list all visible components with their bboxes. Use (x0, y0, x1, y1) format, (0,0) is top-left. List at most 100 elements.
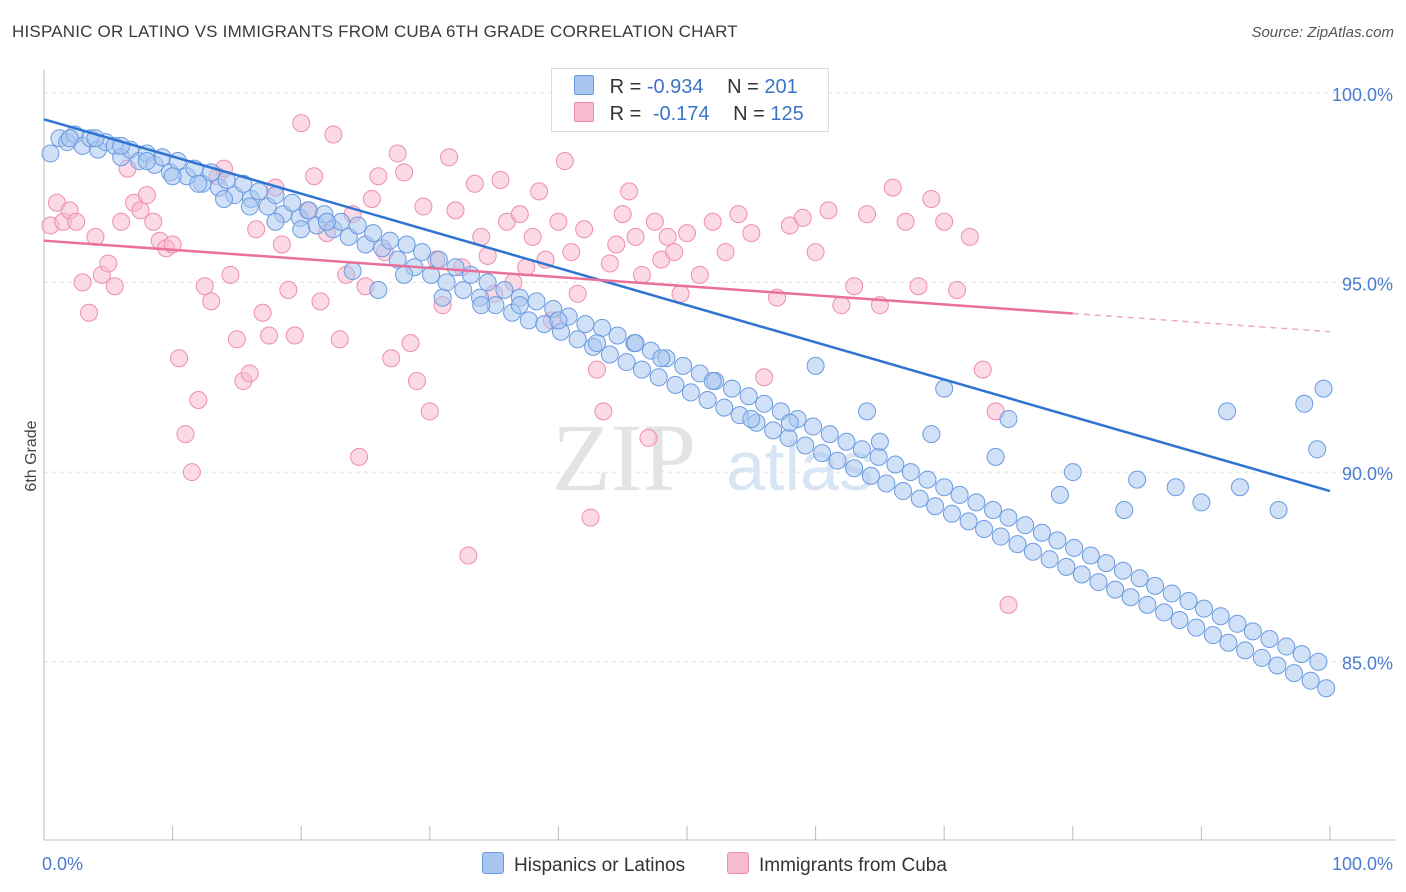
data-point-cuba (305, 167, 324, 186)
data-point-hispanic (742, 409, 761, 428)
data-point-hispanic (1194, 599, 1213, 618)
data-point-cuba (568, 284, 587, 303)
data-point-hispanic (858, 402, 877, 421)
data-point-cuba (202, 292, 221, 311)
data-point-cuba (311, 292, 330, 311)
data-point-hispanic (632, 360, 651, 379)
data-point-cuba (240, 364, 259, 383)
data-point-hispanic (870, 432, 889, 451)
data-point-hispanic (1230, 478, 1249, 497)
y-axis-title: 6th Grade (23, 420, 40, 491)
data-point-hispanic (1121, 588, 1140, 607)
axes (43, 70, 1395, 841)
data-point-cuba (401, 334, 420, 353)
data-point-hispanic (215, 189, 234, 208)
data-point-hispanic (739, 387, 758, 406)
x-tick-label: 100.0% (1332, 854, 1393, 874)
data-point-cuba (440, 148, 459, 167)
x-tick-label: 0.0% (42, 854, 83, 874)
data-point-cuba (221, 265, 240, 284)
data-point-hispanic (1162, 584, 1181, 603)
data-point-hispanic (796, 436, 815, 455)
data-point-cuba (806, 243, 825, 262)
data-point-hispanic (1057, 557, 1076, 576)
data-point-cuba (491, 171, 510, 189)
data-point-cuba (362, 189, 381, 208)
data-point-hispanic (1301, 671, 1320, 690)
legend-swatch-blue (574, 75, 594, 95)
data-point-hispanic (433, 288, 452, 307)
bottom-legend-cuba: Immigrants from Cuba (727, 852, 947, 877)
legend-r-value: -0.934 (646, 76, 704, 98)
data-point-hispanic (1155, 603, 1174, 622)
data-point-hispanic (886, 455, 905, 474)
bottom-legend-swatch-blue (482, 852, 504, 874)
data-point-hispanic (1050, 485, 1069, 504)
data-point-hispanic (1138, 595, 1157, 614)
data-point-cuba (73, 273, 92, 292)
data-point-hispanic (845, 459, 864, 478)
data-point-hispanic (779, 428, 798, 447)
tick-labels: 85.0% 90.0% 95.0% 100.0% 0.0% 100.0% (42, 85, 1393, 874)
data-point-hispanic (806, 356, 825, 375)
data-point-hispanic (1115, 501, 1134, 519)
data-point-cuba (523, 227, 542, 246)
data-point-hispanic (1063, 463, 1082, 482)
data-point-hispanic (249, 182, 268, 201)
data-point-cuba (639, 428, 658, 447)
data-point-hispanic (984, 501, 1003, 519)
data-point-cuba (562, 243, 581, 262)
data-point-hispanic (999, 508, 1018, 527)
data-point-cuba (176, 425, 195, 444)
data-point-hispanic (41, 144, 60, 163)
data-point-hispanic (397, 235, 416, 254)
data-point-hispanic (576, 315, 595, 334)
data-point-hispanic (681, 383, 700, 402)
data-point-cuba (459, 546, 478, 565)
data-point-cuba (999, 595, 1018, 614)
data-point-hispanic (935, 379, 954, 398)
source-label: Source: ZipAtlas.com (1251, 24, 1394, 41)
data-point-hispanic (1308, 440, 1327, 459)
data-point-cuba (909, 277, 928, 296)
data-point-cuba (260, 326, 279, 345)
data-point-cuba (575, 220, 594, 239)
data-point-cuba (594, 402, 613, 421)
data-point-hispanic (1203, 626, 1222, 645)
data-point-cuba (80, 303, 99, 322)
data-point-hispanic (299, 201, 318, 220)
data-point-hispanic (369, 281, 388, 299)
data-point-hispanic (1292, 645, 1311, 664)
data-point-hispanic (804, 417, 823, 436)
data-point-hispanic (1243, 622, 1262, 641)
data-point-hispanic (593, 318, 612, 337)
data-point-cuba (112, 212, 131, 231)
data-point-cuba (973, 360, 992, 379)
data-point-hispanic (1309, 652, 1328, 671)
data-point-hispanic (587, 334, 606, 353)
data-point-hispanic (1146, 576, 1165, 595)
data-point-hispanic (1228, 614, 1247, 633)
data-point-cuba (742, 224, 761, 243)
data-point-cuba (665, 243, 684, 262)
data-point-hispanic (780, 413, 799, 432)
data-point-cuba (272, 235, 291, 254)
data-point-hispanic (348, 216, 367, 235)
data-point-hispanic (852, 440, 871, 459)
y-tick-label: 95.0% (1342, 274, 1393, 294)
data-point-hispanic (894, 482, 913, 501)
data-point-cuba (330, 330, 349, 349)
data-point-hispanic (869, 447, 888, 466)
data-point-hispanic (343, 262, 362, 281)
data-point-hispanic (666, 375, 685, 394)
data-point-hispanic (967, 493, 986, 512)
data-point-hispanic (568, 330, 587, 349)
data-point-cuba (658, 227, 677, 246)
data-point-cuba (382, 349, 401, 368)
data-point-hispanic (1179, 592, 1198, 611)
data-point-hispanic (1219, 633, 1238, 652)
legend-n-value: 201 (764, 76, 798, 98)
data-point-hispanic (317, 212, 336, 231)
data-point-cuba (607, 235, 626, 254)
data-point-cuba (253, 303, 272, 322)
